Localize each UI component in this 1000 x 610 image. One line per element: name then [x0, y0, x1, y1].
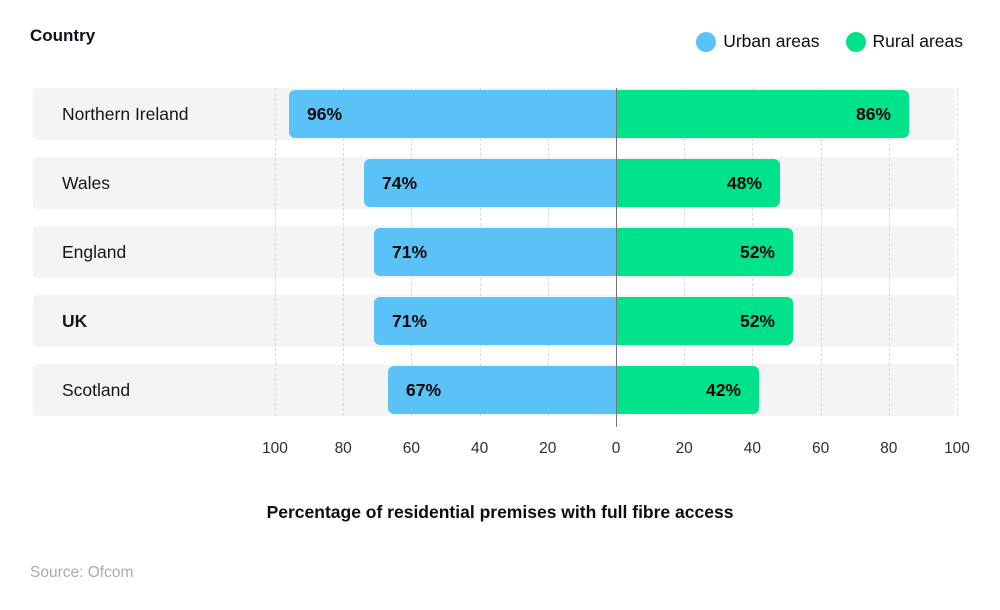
urban-bar: 74% [364, 159, 616, 207]
bar-value-label: 96% [307, 104, 343, 124]
zero-axis-line [616, 88, 617, 427]
x-axis-tick-label: 20 [539, 440, 557, 457]
bar-value-label: 71% [392, 242, 428, 262]
x-axis-tick-label: 60 [402, 440, 421, 457]
x-axis-title: Percentage of residential premises with … [266, 502, 734, 522]
urban-bar: 67% [388, 366, 616, 414]
x-axis-tick-label: 20 [675, 440, 693, 457]
x-axis-tick-label: 80 [880, 440, 898, 457]
bar-value-label: 48% [726, 173, 762, 193]
x-axis-tick-label: 40 [743, 440, 762, 457]
bar-value-label: 86% [855, 104, 891, 124]
bar-value-label: 42% [705, 380, 741, 400]
category-label: Wales [62, 173, 110, 193]
urban-bar: 71% [374, 297, 616, 345]
x-axis-tick-label: 60 [811, 440, 830, 457]
legend-label-urban: Urban areas [723, 31, 820, 51]
urban-legend-dot-icon [696, 31, 717, 52]
chart-plot-area: Northern Ireland Wales England UK Scotland 96… [33, 88, 958, 427]
bar-value-label: 52% [739, 242, 775, 262]
source-note: Source: Ofcom [30, 564, 134, 581]
legend-item-rural: Rural areas [845, 31, 963, 52]
gridline [888, 88, 890, 416]
rural-bar: 86% [616, 90, 909, 138]
rural-bar: 52% [616, 228, 793, 276]
x-axis-tick-label: 80 [334, 440, 352, 457]
legend-item-urban: Urban areas [696, 31, 820, 52]
gridline [957, 88, 958, 416]
category-label: Scotland [62, 380, 131, 400]
bar-value-label: 52% [739, 311, 775, 331]
x-axis-tick-label: 40 [470, 440, 489, 457]
x-axis-tick-label: 0 [611, 440, 621, 457]
legend: Urban areas Rural areas [696, 31, 963, 52]
gridline [343, 88, 345, 416]
gridline [820, 88, 822, 416]
category-label: Northern Ireland [62, 104, 189, 124]
x-axis: 100 80 60 40 20 0 20 40 60 80 100 [33, 440, 970, 462]
bar-value-label: 71% [392, 311, 428, 331]
x-axis-tick-label: 100 [262, 440, 288, 457]
bar-value-label: 74% [382, 173, 418, 193]
category-label: UK [62, 311, 88, 331]
x-axis-tick-label: 100 [944, 440, 970, 457]
rural-bar: 48% [616, 159, 780, 207]
urban-bar: 96% [289, 90, 616, 138]
category-label: England [62, 242, 127, 262]
rural-bar: 42% [616, 366, 759, 414]
legend-label-rural: Rural areas [872, 31, 963, 51]
axis-title-country: Country [30, 26, 96, 45]
bar-value-label: 67% [406, 380, 442, 400]
rural-bar: 52% [616, 297, 793, 345]
gridline [275, 88, 276, 416]
urban-bar: 71% [374, 228, 616, 276]
rural-legend-dot-icon [845, 31, 866, 52]
